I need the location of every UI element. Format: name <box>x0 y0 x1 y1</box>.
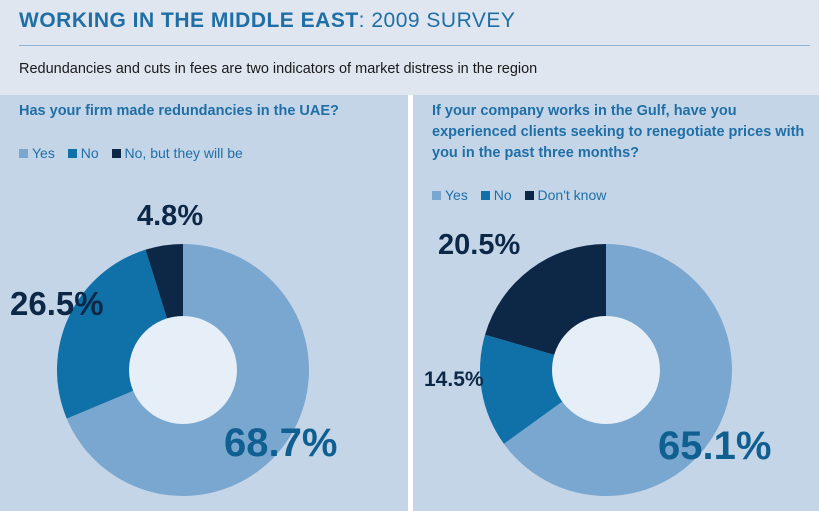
legend-item-no: No <box>67 145 99 161</box>
legend-item-yes: Yes <box>19 145 55 161</box>
legend-swatch-no <box>480 191 490 200</box>
right-question: If your company works in the Gulf, have … <box>432 103 805 161</box>
header-band: WORKING IN THE MIDDLE EAST: 2009 SURVEY … <box>0 0 819 95</box>
left-legend: Yes No No, but they will be <box>19 145 252 161</box>
legend-swatch-yes <box>19 149 28 158</box>
legend-item-no: No <box>480 187 512 203</box>
legend-item-will-be: No, but they will be <box>111 145 243 161</box>
legend-item-yes: Yes <box>432 187 468 203</box>
legend-label-yes: Yes <box>445 187 468 203</box>
left-label-no: 26.5% <box>10 285 104 322</box>
page-title: WORKING IN THE MIDDLE EAST: 2009 SURVEY <box>19 9 515 33</box>
legend-label-dont-know: Don't know <box>537 187 607 203</box>
left-question: Has your firm made redundancies in the U… <box>19 103 339 119</box>
legend-label-yes: Yes <box>32 145 55 161</box>
right-legend: Yes No Don't know <box>432 187 615 203</box>
right-label-yes: 65.1% <box>658 424 772 468</box>
legend-swatch-dont-know <box>524 191 534 200</box>
legend-swatch-yes <box>432 191 441 200</box>
right-donut-hole <box>552 316 660 424</box>
left-donut-hole <box>129 316 237 424</box>
left-label-will-be: 4.8% <box>137 200 204 232</box>
panel-divider <box>408 95 413 511</box>
legend-label-no: No <box>80 145 99 161</box>
right-label-no: 14.5% <box>424 368 484 391</box>
legend-swatch-no <box>67 149 77 158</box>
right-label-dont-know: 20.5% <box>438 229 521 261</box>
title-main: WORKING IN THE MIDDLE EAST <box>19 9 359 32</box>
legend-label-will-be: No, but they will be <box>124 145 243 161</box>
legend-item-dont-know: Don't know <box>524 187 607 203</box>
title-rule <box>19 45 810 46</box>
subtitle: Redundancies and cuts in fees are two in… <box>19 61 538 77</box>
legend-swatch-will-be <box>111 149 121 158</box>
left-label-yes: 68.7% <box>224 421 338 465</box>
legend-label-no: No <box>493 187 512 203</box>
title-suffix: : 2009 SURVEY <box>358 9 516 32</box>
